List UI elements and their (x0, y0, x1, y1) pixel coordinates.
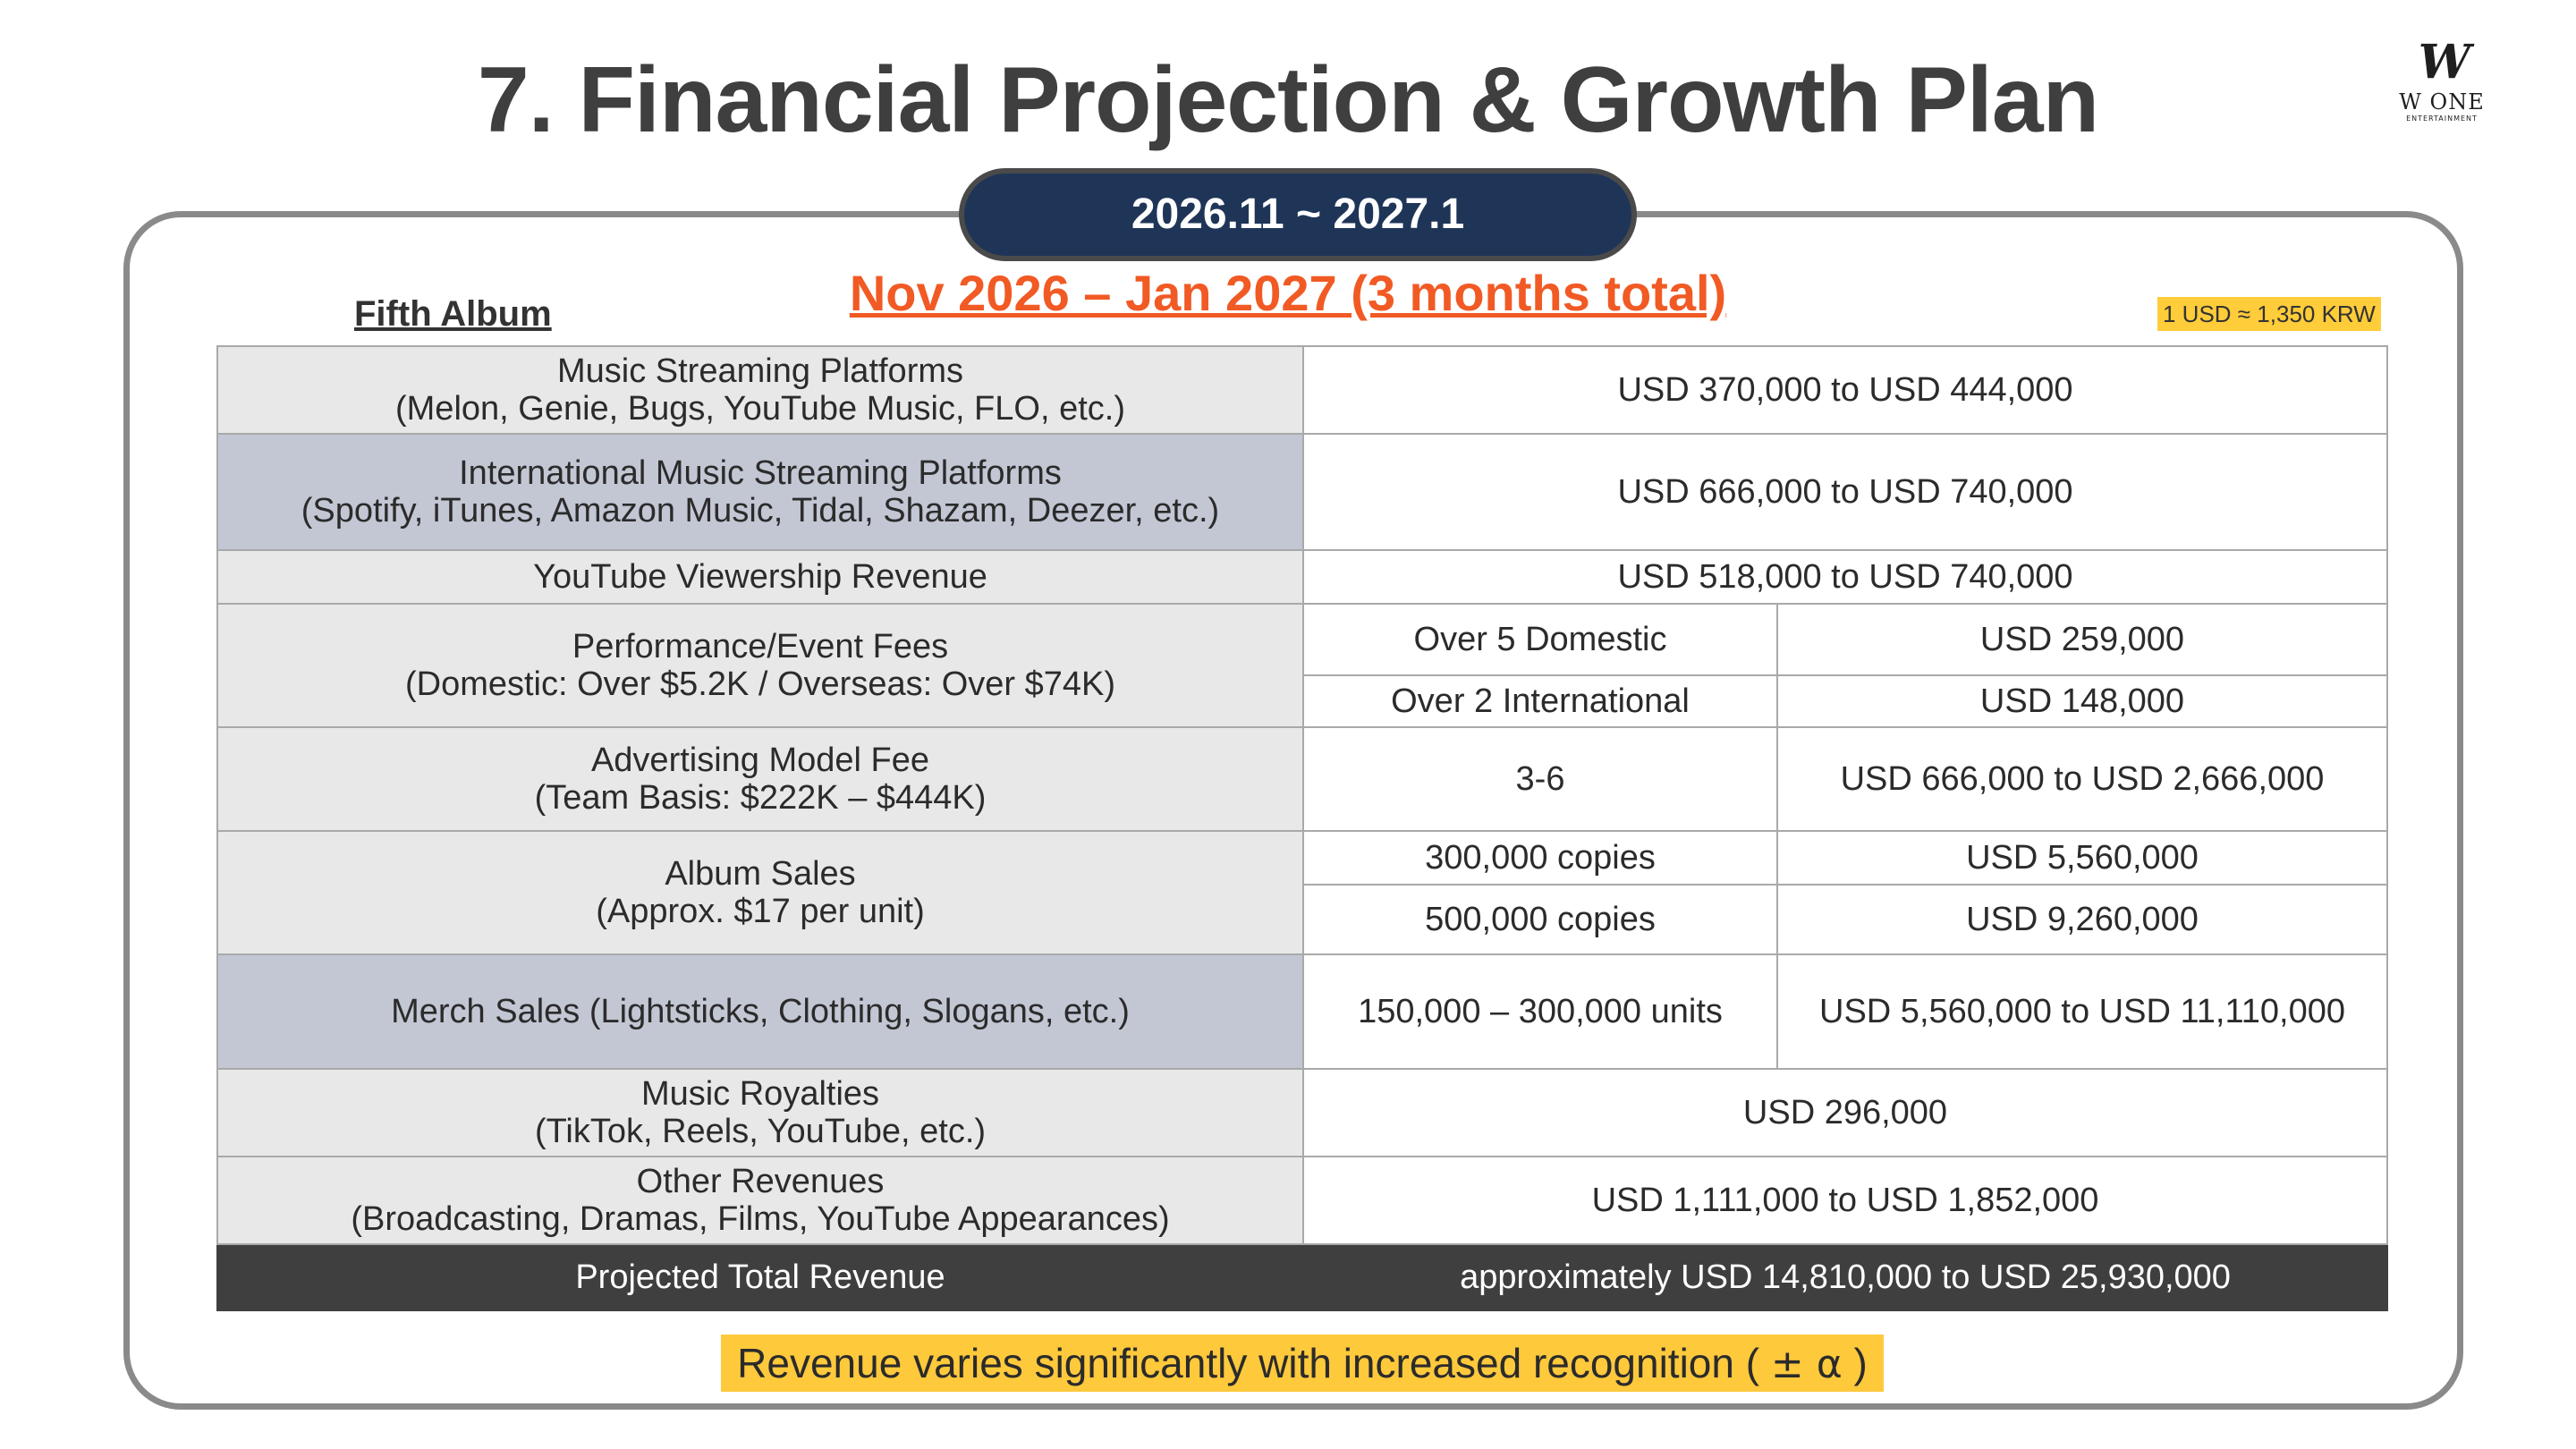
footer-note: Revenue varies significantly with increa… (721, 1335, 1884, 1392)
row-label-detail: (Spotify, iTunes, Amazon Music, Tidal, S… (301, 492, 1220, 530)
plus-minus-alpha-symbol: ± α (1770, 1342, 1843, 1387)
company-logo: W W ONE ENTERTAINMENT (2379, 36, 2504, 134)
row-label-title: Advertising Model Fee (590, 741, 930, 779)
row-value: USD 259,000 (1775, 603, 2389, 676)
row-count: 300,000 copies (1302, 830, 1778, 886)
total-row: Projected Total Revenue approximately US… (216, 1243, 2389, 1311)
table-row: Album Sales (Approx. $17 per unit) 300,0… (216, 830, 2389, 955)
row-label-title: Other Revenues (636, 1163, 885, 1200)
table-row: YouTube Viewership Revenue USD 518,000 t… (216, 549, 2389, 605)
row-label-title: Performance/Event Fees (572, 628, 949, 665)
table-row: Merch Sales (Lightsticks, Clothing, Slog… (216, 953, 2389, 1070)
album-label: Fifth Album (354, 294, 552, 334)
row-label: Other Revenues (Broadcasting, Dramas, Fi… (216, 1156, 1304, 1245)
page-title: 7. Financial Projection & Growth Plan (477, 48, 2099, 152)
revenue-table: Music Streaming Platforms (Melon, Genie,… (216, 345, 2389, 1311)
row-label-title: International Music Streaming Platforms (459, 454, 1062, 492)
row-label: Music Streaming Platforms (Melon, Genie,… (216, 345, 1304, 435)
row-label-detail: (TikTok, Reels, YouTube, etc.) (534, 1113, 987, 1150)
row-label-detail: (Melon, Genie, Bugs, YouTube Music, FLO,… (395, 390, 1125, 428)
logo-mark: W (2418, 35, 2470, 89)
period-subtitle: Nov 2026 – Jan 2027 (3 months total) (849, 265, 1727, 321)
row-label-detail: (Domestic: Over $5.2K / Overseas: Over $… (404, 665, 1116, 703)
row-value: USD 5,560,000 to USD 11,110,000 (1775, 953, 2389, 1070)
row-label-title: Album Sales (665, 855, 856, 893)
logo-name: W ONE (2399, 89, 2485, 114)
total-value: approximately USD 14,810,000 to USD 25,9… (1301, 1243, 2389, 1311)
row-label: International Music Streaming Platforms … (216, 433, 1304, 551)
row-value: USD 666,000 to USD 740,000 (1301, 433, 2389, 551)
row-value: USD 518,000 to USD 740,000 (1301, 549, 2389, 605)
row-count: 3-6 (1302, 726, 1778, 832)
row-label-detail: (Broadcasting, Dramas, Films, YouTube Ap… (351, 1200, 1170, 1238)
row-count: 150,000 – 300,000 units (1302, 953, 1778, 1070)
table-row: Over 2 International USD 148,000 (217, 674, 2389, 728)
row-label: Music Royalties (TikTok, Reels, YouTube,… (216, 1068, 1304, 1157)
row-value: USD 148,000 (1775, 674, 2389, 728)
footer-note-text: Revenue varies significantly with increa… (737, 1340, 1760, 1386)
row-value: USD 666,000 to USD 2,666,000 (1775, 726, 2389, 832)
row-label-detail: (Approx. $17 per unit) (596, 893, 925, 930)
logo-subtext: ENTERTAINMENT (2406, 114, 2478, 123)
table-row: Advertising Model Fee (Team Basis: $222K… (216, 726, 2389, 832)
table-row: Music Streaming Platforms (Melon, Genie,… (216, 345, 2389, 435)
row-value: USD 296,000 (1301, 1068, 2389, 1157)
row-value: USD 5,560,000 (1775, 830, 2389, 886)
row-label-title: Music Streaming Platforms (556, 352, 963, 390)
row-count: Over 2 International (1302, 674, 1778, 728)
row-label: Merch Sales (Lightsticks, Clothing, Slog… (216, 953, 1304, 1070)
table-row: Performance/Event Fees (Domestic: Over $… (216, 603, 2389, 728)
row-label: YouTube Viewership Revenue (216, 549, 1304, 605)
table-row: Other Revenues (Broadcasting, Dramas, Fi… (216, 1156, 2389, 1245)
row-label: Performance/Event Fees (Domestic: Over $… (216, 603, 1304, 728)
total-label: Projected Total Revenue (216, 1243, 1304, 1311)
exchange-rate-note: 1 USD ≈ 1,350 KRW (2157, 297, 2381, 331)
period-badge: 2026.11 ~ 2027.1 (959, 168, 1637, 261)
row-label-title: Music Royalties (640, 1075, 880, 1113)
row-count: 500,000 copies (1302, 884, 1778, 955)
row-value: USD 370,000 to USD 444,000 (1301, 345, 2389, 435)
table-row: International Music Streaming Platforms … (216, 433, 2389, 551)
table-row: Music Royalties (TikTok, Reels, YouTube,… (216, 1068, 2389, 1157)
row-label-detail: (Team Basis: $222K – $444K) (534, 779, 987, 817)
row-count: Over 5 Domestic (1302, 603, 1778, 676)
row-value: USD 1,111,000 to USD 1,852,000 (1301, 1156, 2389, 1245)
row-value: USD 9,260,000 (1775, 884, 2389, 955)
footer-note-close: ) (1853, 1340, 1868, 1386)
table-row: 500,000 copies USD 9,260,000 (217, 884, 2389, 955)
row-label: Album Sales (Approx. $17 per unit) (216, 830, 1304, 955)
row-label: Advertising Model Fee (Team Basis: $222K… (216, 726, 1304, 832)
